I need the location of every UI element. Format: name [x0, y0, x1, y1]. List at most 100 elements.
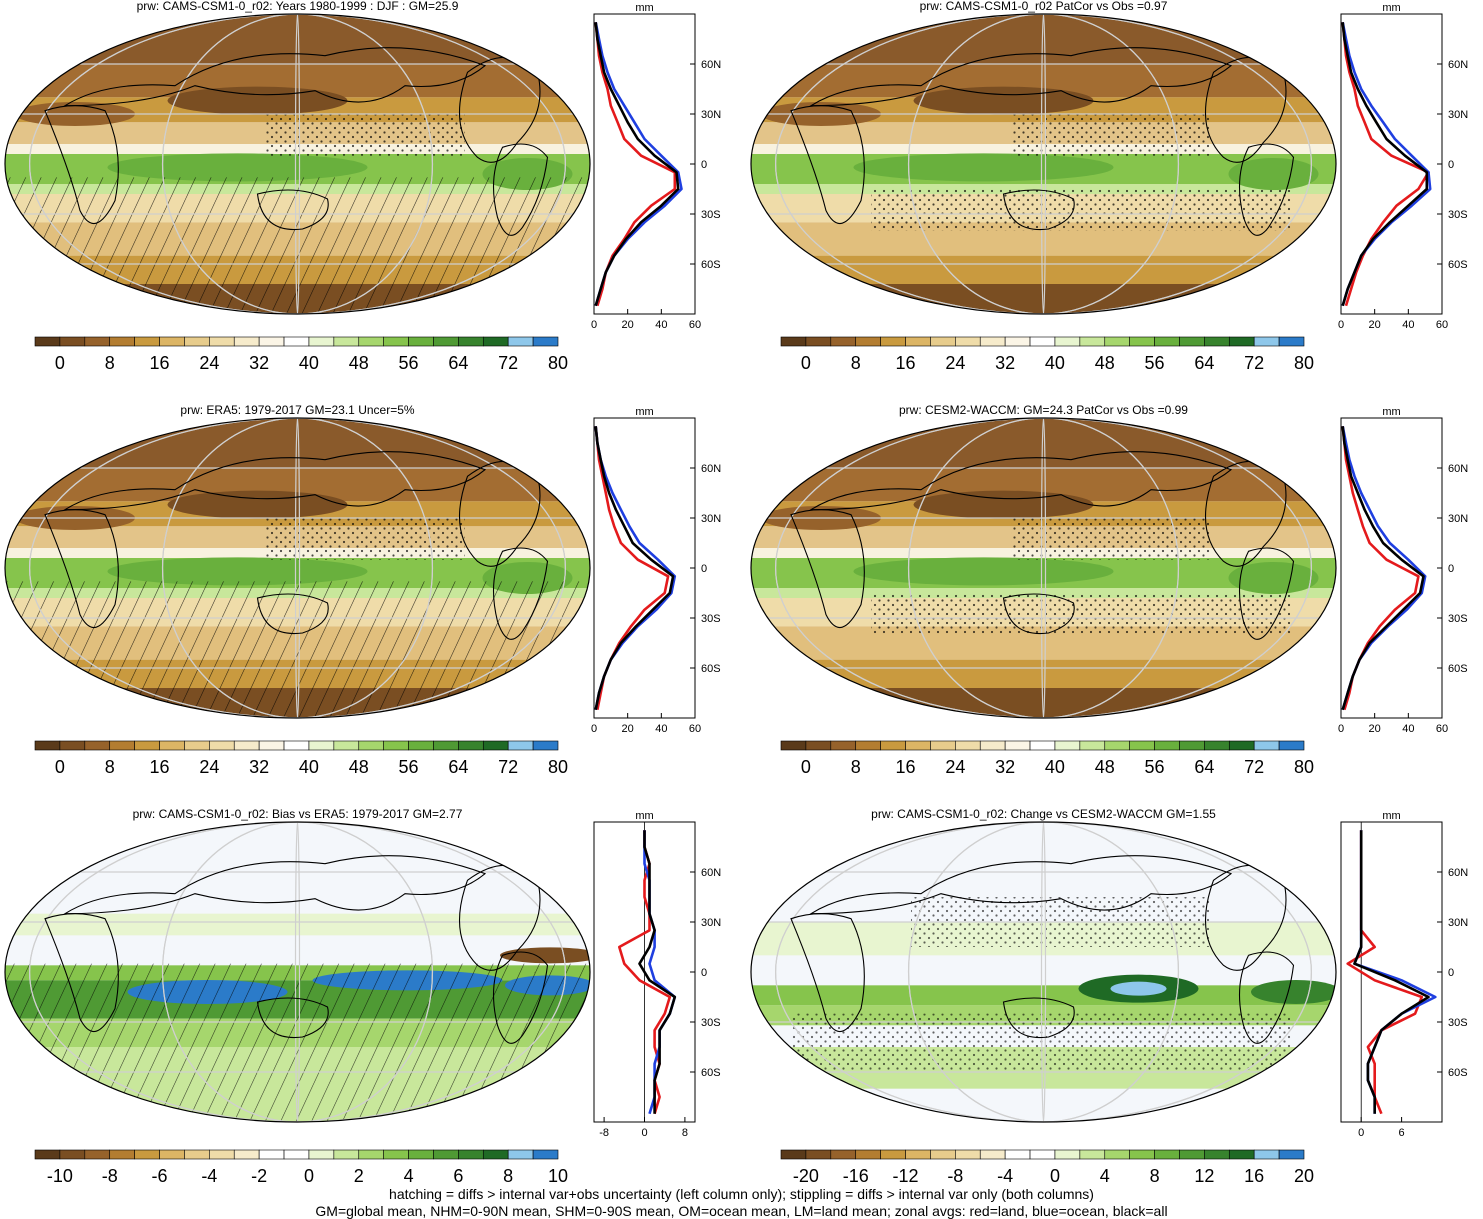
- colorbar-segment: [1179, 336, 1205, 347]
- colorbar-segment: [1204, 740, 1230, 751]
- colorbar-label: -4: [997, 1166, 1013, 1186]
- map-border: [750, 821, 1337, 1123]
- zonal-mean-plot: mm 60N 30N 0 30S 60S 0 20 40 60: [591, 406, 721, 735]
- colorbar-segment: [84, 336, 111, 347]
- coastline: [1002, 593, 1075, 635]
- colorbar-segment: [333, 336, 360, 347]
- meridian-line: [1040, 822, 1047, 1122]
- zonal-unit-label: mm: [635, 2, 653, 14]
- colorbar-segment: [780, 336, 807, 347]
- colorbar: 0 8 16 24 32 40 48 56 64 72 80: [780, 740, 1314, 777]
- lat-tick-label: 0: [1448, 967, 1454, 979]
- lat-tick-label: 0: [701, 159, 707, 171]
- colorbar-segment: [955, 740, 981, 751]
- colorbar-segment: [308, 336, 335, 347]
- colorbar-segment: [805, 740, 832, 751]
- colorbar-segment: [1154, 1149, 1180, 1160]
- meridian-line: [294, 418, 301, 718]
- band-light-positive-north: [5, 913, 590, 936]
- colorbar-segment: [458, 336, 484, 347]
- pacific-peak-change: [1110, 981, 1167, 996]
- colorbar-label: 8: [1150, 1166, 1160, 1186]
- colorbar-segment: [433, 336, 459, 347]
- colorbar-label: 56: [399, 757, 419, 777]
- colorbar-segment: [1104, 1149, 1130, 1160]
- x-tick-label: 60: [1436, 723, 1448, 735]
- colorbar-segment: [59, 1149, 86, 1160]
- colorbar-segment: [84, 1149, 111, 1160]
- colorbar-segment: [507, 1149, 534, 1160]
- colorbar-segment: [109, 1149, 135, 1160]
- colorbar-segment: [1204, 1149, 1230, 1160]
- x-tick-label: 0: [641, 1127, 647, 1139]
- map-border: [4, 821, 591, 1123]
- hatching-overlay: [5, 177, 590, 314]
- meridian-line: [907, 418, 1180, 718]
- colorbar-segment: [184, 1149, 210, 1160]
- lat-tick-label: 60S: [1448, 259, 1468, 271]
- colorbar-label: 56: [1145, 353, 1165, 373]
- colorbar-segment: [408, 1149, 434, 1160]
- colorbar-segment: [855, 1149, 881, 1160]
- colorbar-segment: [979, 1149, 1006, 1160]
- colorbar-segment: [855, 740, 881, 751]
- panel-4: prw: CESM2-WACCM: GM=24.3 PatCor vs Obs …: [750, 403, 1468, 777]
- colorbar-segment: [1054, 1149, 1081, 1160]
- x-tick-label: 0: [1338, 723, 1344, 735]
- colorbar-label: -4: [201, 1166, 217, 1186]
- colorbar-label: 72: [498, 757, 518, 777]
- lat-tick-label: 30S: [1448, 613, 1468, 625]
- lat-tick-label: 30S: [701, 209, 721, 221]
- colorbar-segment: [830, 740, 857, 751]
- colorbar-segment: [805, 1149, 832, 1160]
- colorbar-segment: [830, 1149, 857, 1160]
- meridian-line: [907, 822, 1180, 1122]
- lat-tick-label: 60S: [1448, 1067, 1468, 1079]
- colorbar-segment: [159, 336, 185, 347]
- colorbar: -20 -16 -12 -8 -4 0 4 8 12 16 20: [780, 1149, 1314, 1186]
- colorbar-segment: [1104, 336, 1130, 347]
- colorbar-segment: [134, 336, 160, 347]
- coastline: [63, 451, 487, 511]
- colorbar-segment: [780, 740, 807, 751]
- map-field: [751, 14, 1336, 314]
- colorbar-label: 80: [548, 353, 568, 373]
- colorbar-segment: [258, 336, 285, 347]
- colorbar: -10 -8 -6 -4 -2 0 2 4 6 8 10: [34, 1149, 568, 1186]
- lat-tick-label: 60N: [1448, 867, 1468, 879]
- coastline: [44, 509, 119, 629]
- colorbar-segment: [1004, 336, 1031, 347]
- colorbar-segment: [283, 1149, 310, 1160]
- colorbar-segment: [1079, 1149, 1106, 1160]
- coastline: [1238, 951, 1295, 1044]
- colorbar-segment: [955, 1149, 981, 1160]
- colorbar-segment: [333, 740, 360, 751]
- colorbar-label: 16: [150, 353, 170, 373]
- colorbar-label: 12: [1194, 1166, 1214, 1186]
- zonal-frame: [1340, 821, 1443, 1123]
- band-south-tropics-positive: [751, 985, 1336, 1006]
- colorbar-segment: [1129, 740, 1155, 751]
- colorbar-segment: [34, 740, 61, 751]
- colorbar-label: 40: [1045, 757, 1065, 777]
- x-tick-label: 60: [689, 723, 701, 735]
- x-tick-label: 0: [591, 319, 597, 331]
- zonal-series-all: [1353, 830, 1430, 1114]
- colorbar-segment: [482, 740, 509, 751]
- colorbar-label: 24: [199, 757, 219, 777]
- colorbar-segment: [1129, 336, 1155, 347]
- zonal-series-land: [1341, 22, 1430, 307]
- footnote-line-1: hatching = diffs > internal var+obs unce…: [389, 1186, 1094, 1202]
- colorbar-label: 8: [851, 757, 861, 777]
- colorbar-segment: [209, 740, 235, 751]
- colorbar-label: 0: [55, 353, 65, 373]
- colorbar-label: 0: [801, 757, 811, 777]
- colorbar-label: 40: [1045, 353, 1065, 373]
- coastline: [63, 855, 487, 915]
- panel-1: prw: CAMS-CSM1-0_r02: Years 1980-1999 : …: [4, 0, 721, 373]
- colorbar-label: -8: [947, 1166, 963, 1186]
- colorbar-label: 32: [249, 757, 269, 777]
- lat-tick-label: 30N: [701, 917, 721, 929]
- colorbar-segment: [1154, 740, 1180, 751]
- colorbar-segment: [482, 336, 509, 347]
